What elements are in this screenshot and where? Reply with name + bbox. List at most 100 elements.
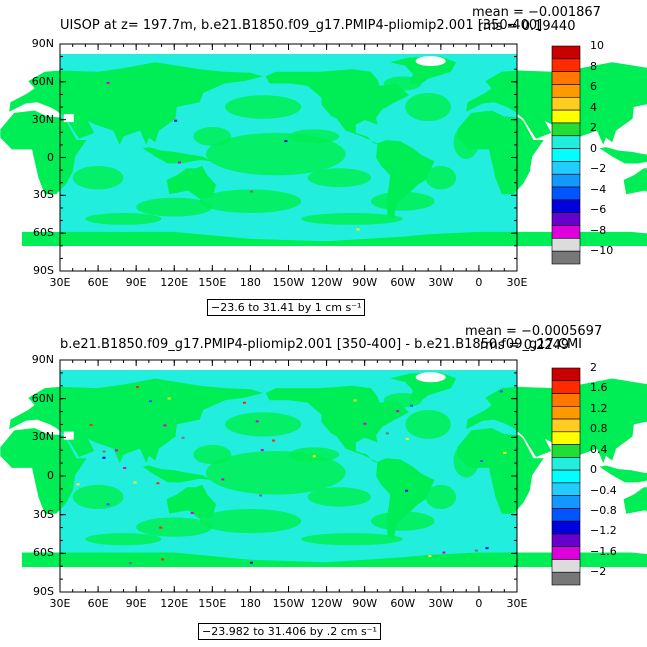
anomaly-patch [225,412,302,437]
lon-label: 30W [428,597,454,610]
land-antarctica [21,231,479,246]
panel2-mean: mean = −0.0005697 [465,324,603,339]
lon-label: 60W [390,276,416,289]
no-data-spot [415,372,446,383]
anomaly-patch [307,487,372,507]
lat-label: 90S [33,585,54,598]
colorbar-swatch [551,71,581,85]
lat-label: 90N [31,353,54,366]
colorbar-label: 1.2 [590,401,608,415]
panel1-rms: rms = 0.19440 [478,19,576,34]
colorbar-label: 4 [590,100,597,114]
anomaly-patch [405,92,451,122]
colorbar-swatch [551,431,581,445]
anomaly-dot [89,423,93,426]
anomaly-dot [480,460,484,463]
land-indonesia [142,465,213,483]
anomaly-dot [499,390,503,393]
anomaly-dot [102,456,106,459]
anomaly-dot [161,558,165,561]
land-australia [166,484,217,519]
colorbar-swatch [551,173,581,188]
anomaly-dot [167,397,171,400]
anomaly-dot [76,483,80,486]
no-data-spot [63,114,74,123]
colorbar-swatch [551,546,581,560]
anomaly-dot [242,401,246,404]
land-indonesia [599,147,647,164]
lon-label: 60E [87,597,109,610]
anomaly-patch [136,517,213,537]
anomaly-dot [363,422,367,425]
anomaly-patch [85,213,162,225]
colorbar-label: 2 [590,361,597,374]
colorbar-swatch [551,122,581,137]
land-indonesia [142,147,213,164]
lon-label: 150E [198,597,227,610]
anomaly-patch [193,444,232,465]
lon-label: 30W [428,276,454,289]
land-australia [623,487,647,514]
anomaly-patch [405,409,451,439]
colorbar-label: −1.6 [590,544,617,558]
anomaly-patch [301,213,403,225]
anomaly-patch [205,132,346,176]
anomaly-dot [312,455,316,458]
colorbar-label: −2 [590,565,607,579]
colorbar-swatch [551,96,581,111]
anomaly-dot [106,503,110,506]
colorbar-label: 10 [590,39,604,52]
lon-label: 0 [475,597,483,610]
anomaly-dot [163,424,167,427]
anomaly-patch [136,197,213,217]
colorbar-swatch [551,495,581,509]
anomaly-dot [410,404,414,407]
lon-label: 90W [352,597,378,610]
anomaly-dot [259,494,263,497]
colorbar-1 [551,45,581,265]
colorbar-swatch [551,186,581,201]
colorbar-swatch [551,520,581,535]
anomaly-dot [428,555,432,558]
anomaly-dot [405,489,409,492]
anomaly-patch [85,533,162,546]
map-panel-2 [0,359,647,593]
land-europe_asia [9,62,264,145]
colorbar-swatch [551,212,581,226]
anomaly-dot [102,450,106,453]
anomaly-dot [474,549,478,552]
anomaly-dot [385,432,389,435]
colorbar-2 [551,367,581,586]
colorbar-swatch [551,393,581,407]
anomaly-dot [260,449,264,452]
panel1-range-box: −23.6 to 31.41 by 1 cm s⁻¹ [207,299,366,316]
anomaly-patch [288,447,340,462]
colorbar-swatch [551,199,581,214]
colorbar-label: 1.6 [590,381,608,395]
colorbar-swatch [551,508,581,522]
colorbar-swatch [551,482,581,496]
land-africa [457,110,544,195]
lat-label: 60N [31,391,54,405]
colorbar-label: −2 [590,162,607,176]
anomaly-dot [159,526,163,529]
anomaly-dot [156,482,160,485]
colorbar-swatch [551,444,581,458]
anomaly-dot [255,420,259,423]
lon-label: 90E [125,276,147,289]
panel2-title: b.e21.B1850.f09_g17.PMIP4-pliomip2.001 [… [60,337,583,352]
colorbar-swatch [551,161,581,175]
colorbar-swatch [551,250,581,265]
lon-label: 30E [49,276,71,289]
land-australia [623,168,647,195]
anomaly-dot [149,400,153,403]
anomaly-dot [249,561,253,564]
colorbar-label: −4 [590,182,607,196]
colorbar-swatch [551,380,581,394]
anomaly-dot [177,161,181,164]
colorbar-label: −0.4 [590,483,617,497]
anomaly-patch [72,484,124,509]
colorbar-swatch [551,559,581,573]
colorbar-label: 8 [590,59,597,73]
colorbar-swatch [551,225,581,239]
